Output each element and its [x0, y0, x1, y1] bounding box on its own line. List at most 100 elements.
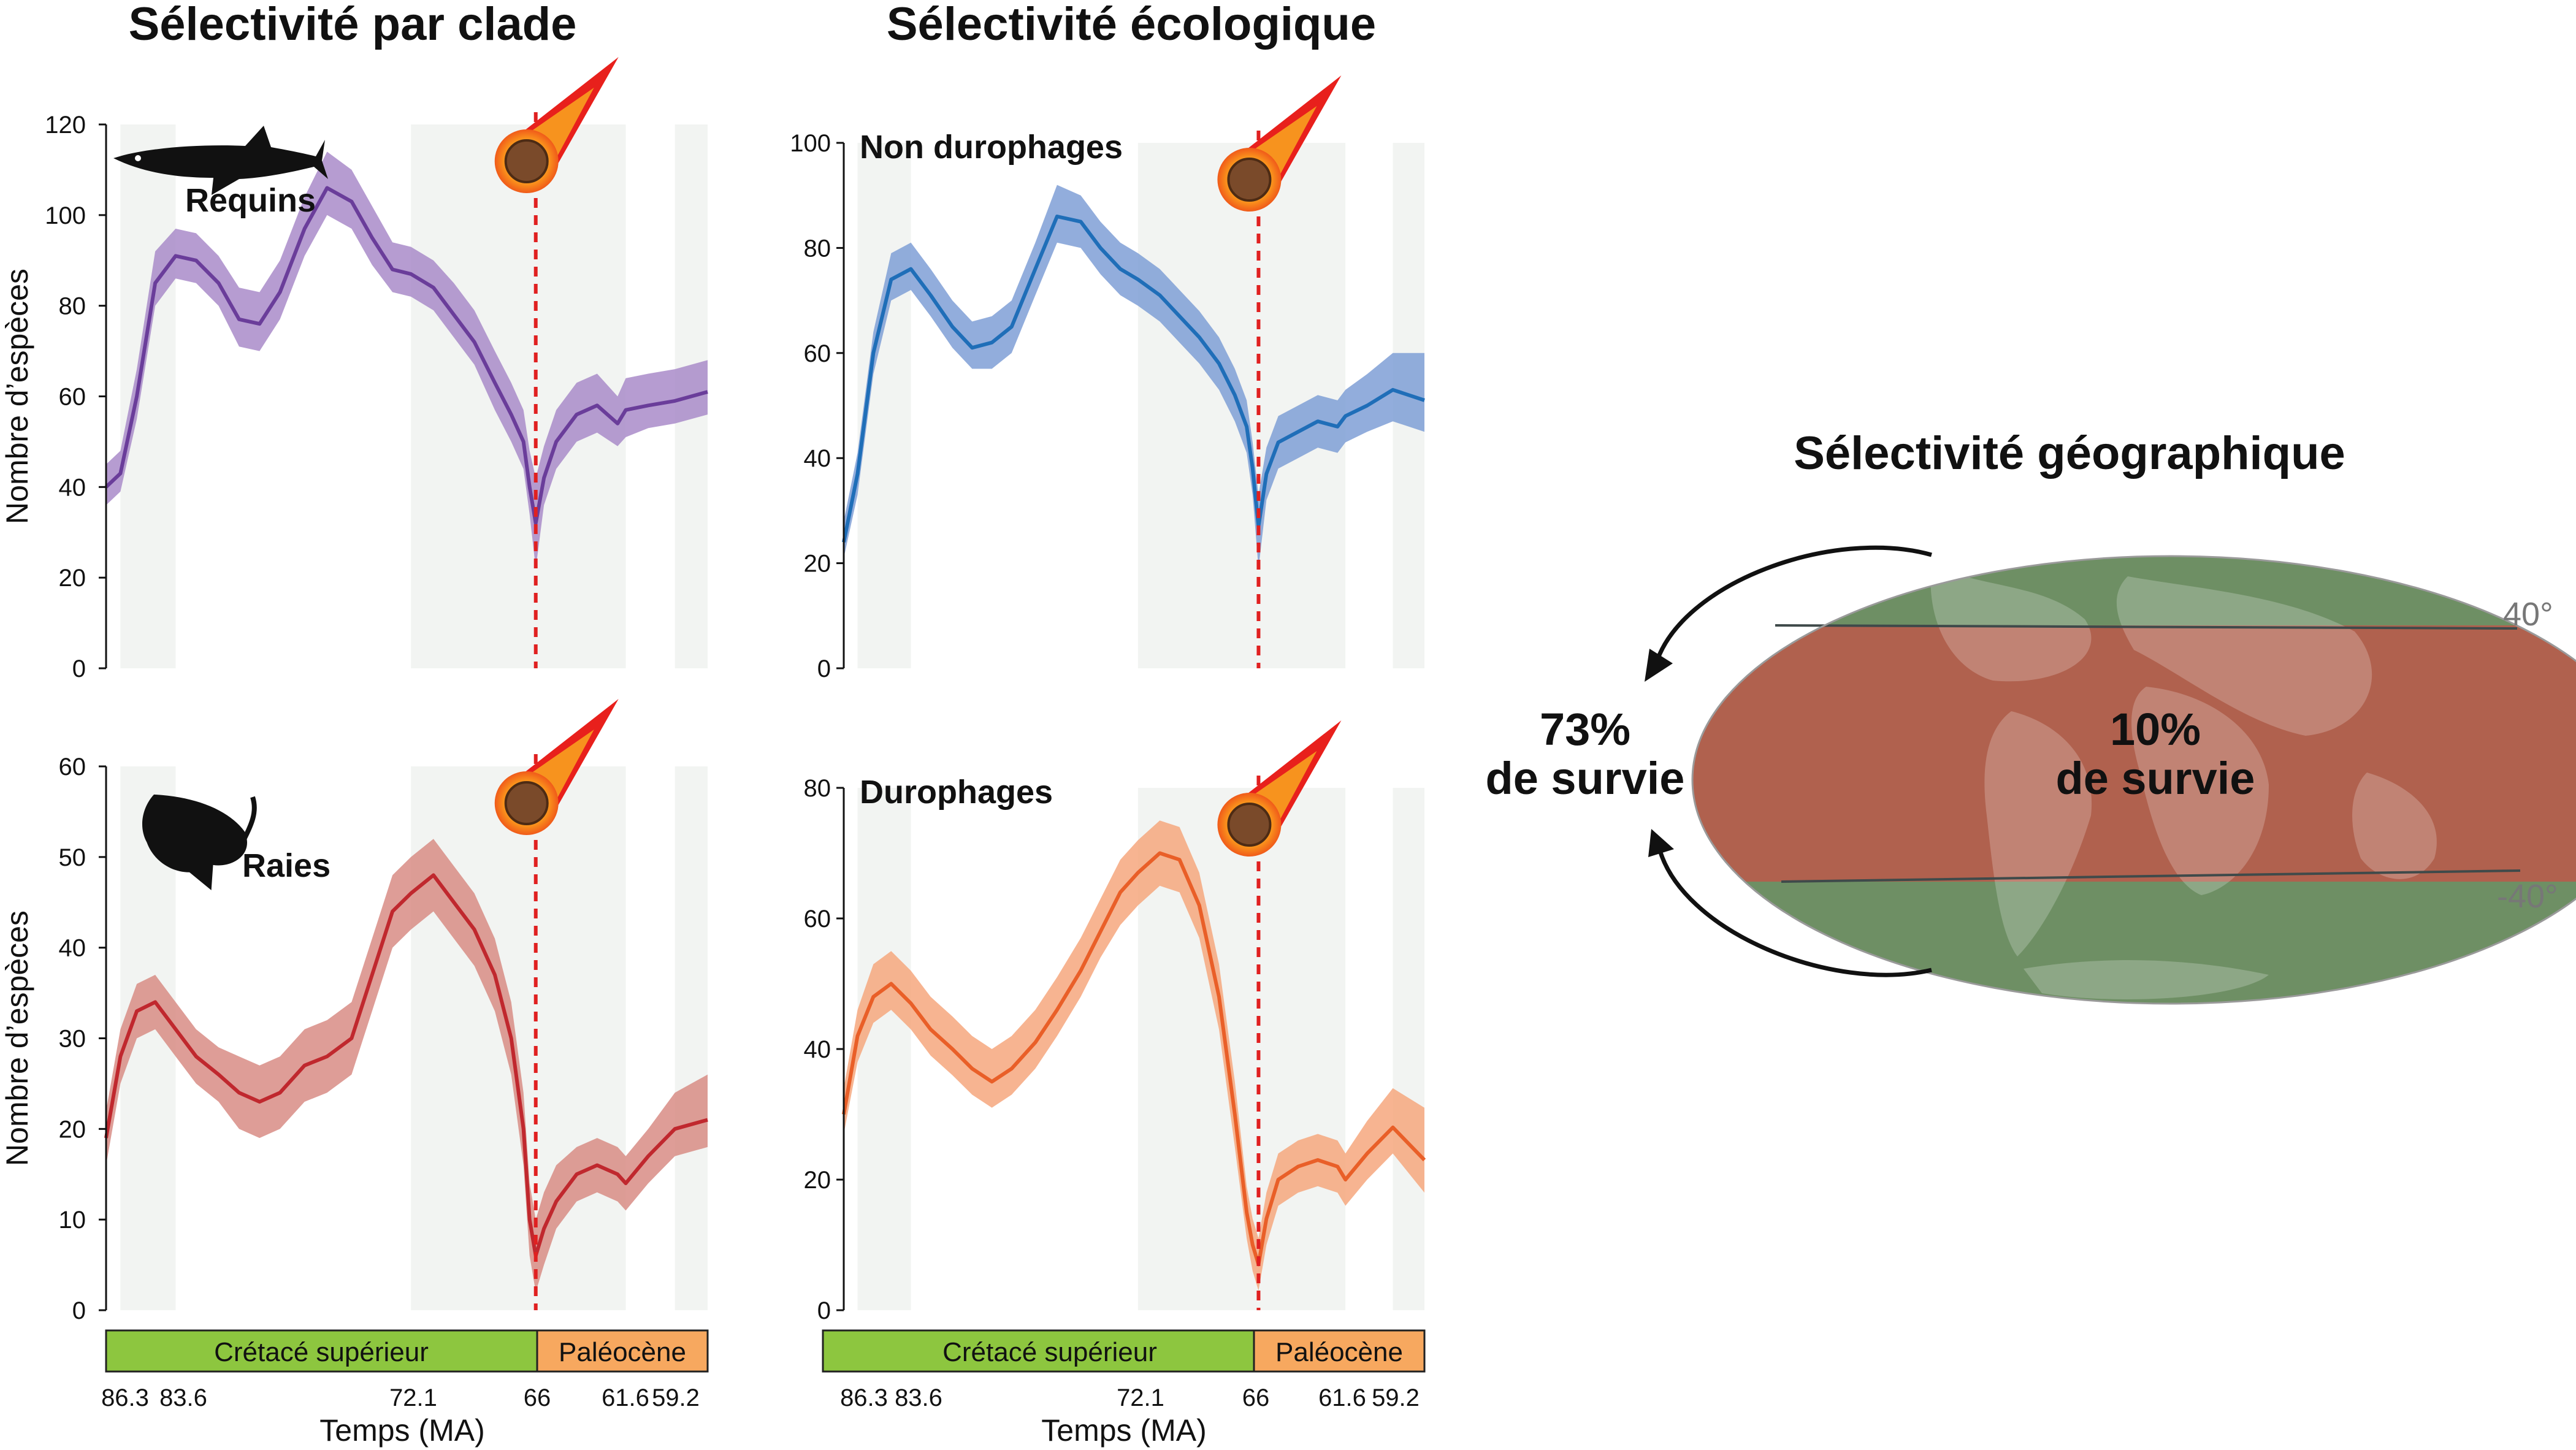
x-tick-61-6: 61.6	[1318, 1384, 1366, 1411]
y-tick-label: 60	[59, 754, 86, 780]
x-tick-61-6: 61.6	[602, 1384, 649, 1411]
x-tick-59-2: 59.2	[1372, 1384, 1420, 1411]
y-tick-label: 20	[59, 1116, 86, 1143]
chart-non-durophages: 0 20 40 60 80 100 Non durophages	[790, 75, 1425, 682]
period-paleocene-label-right: Paléocène	[1275, 1337, 1403, 1367]
arrowhead-south-icon	[1648, 829, 1674, 857]
meteor-icon	[494, 57, 619, 193]
x-tick-83-6: 83.6	[895, 1384, 942, 1411]
y-tick-label: 60	[59, 384, 86, 411]
series-line	[104, 186, 708, 525]
x-tick-86-3: 86.3	[101, 1384, 149, 1411]
x-axis-right: 86.3 83.6 72.1 66 61.6 59.2 Temps (MA)	[840, 1384, 1420, 1448]
y-tick-label: 30	[59, 1026, 86, 1053]
y-axis-title: Nombre d’espèces	[0, 910, 34, 1166]
y-tick-label: 0	[817, 1297, 831, 1324]
title-geography: Sélectivité géographique	[1794, 427, 2345, 479]
y-tick-label: 80	[804, 235, 831, 262]
y-tick-label: 120	[45, 112, 86, 139]
period-cretaceous-left	[105, 1329, 538, 1373]
x-tick-72-1: 72.1	[1117, 1384, 1164, 1411]
x-tick-66: 66	[1242, 1384, 1270, 1411]
meteor-icon	[494, 699, 619, 835]
y-tick-label: 100	[790, 130, 831, 157]
x-tick-86-3: 86.3	[840, 1384, 888, 1411]
series-label-non-durophages: Non durophages	[860, 129, 1123, 166]
arrow-south-icon	[1656, 845, 1932, 977]
chart-rays: 0 10 20 30 40 50 60 Nombre d’espèces Raies	[0, 699, 708, 1324]
y-tick-label: 80	[804, 775, 831, 802]
lat-label-south: -40°	[2497, 878, 2558, 915]
x-tick-72-1: 72.1	[389, 1384, 437, 1411]
title-ecology: Sélectivité écologique	[887, 0, 1376, 50]
shaded-interval	[675, 766, 708, 1310]
shaded-interval	[120, 124, 176, 668]
y-tick-label: 20	[804, 1167, 831, 1194]
tropical-band	[1692, 625, 2576, 882]
y-tick-label: 40	[804, 1036, 831, 1063]
series-label-durophages: Durophages	[860, 774, 1053, 811]
shaded-interval	[1393, 788, 1424, 1310]
lat-line-north	[1775, 624, 2518, 630]
uncertainty-band	[106, 839, 708, 1292]
shaded-interval	[857, 788, 911, 1310]
y-tick-label: 40	[59, 474, 86, 501]
survival-outside-label: de survie	[1486, 753, 1685, 804]
y-tick-label: 60	[804, 906, 831, 933]
y-tick-label: 80	[59, 293, 86, 320]
shaded-interval	[411, 766, 626, 1310]
y-tick-label: 40	[59, 935, 86, 962]
y-tick-label: 10	[59, 1207, 86, 1234]
series-line	[104, 873, 708, 1258]
period-cretaceous-right	[822, 1329, 1255, 1373]
y-tick-label: 50	[59, 844, 86, 871]
continents	[1930, 564, 2437, 999]
meteor-icon	[1217, 720, 1342, 857]
survival-inside-pct: 10%	[2110, 704, 2201, 755]
y-tick-label: 20	[59, 565, 86, 592]
uncertainty-band	[844, 820, 1424, 1291]
y-tick-label: 60	[804, 340, 831, 367]
period-paleocene-left	[536, 1329, 709, 1373]
period-cretaceous-label-left: Crétacé supérieur	[214, 1337, 429, 1367]
period-paleocene-label-left: Paléocène	[559, 1337, 686, 1367]
period-bar-right: Crétacé supérieur Paléocène	[822, 1329, 1426, 1373]
series-label-rays: Raies	[242, 847, 331, 884]
period-cretaceous-label-right: Crétacé supérieur	[942, 1337, 1157, 1367]
globe-outline	[1691, 555, 2576, 1005]
uncertainty-band	[106, 151, 708, 569]
series-line	[842, 851, 1426, 1267]
arrow-north-icon	[1653, 545, 1932, 666]
period-paleocene-right	[1253, 1329, 1426, 1373]
shark-icon	[113, 126, 328, 195]
series-line	[842, 215, 1425, 543]
x-tick-66: 66	[524, 1384, 551, 1411]
chart-durophages: 0 20 40 60 80 Durophages	[804, 720, 1426, 1324]
lat-label-north: 40°	[2503, 596, 2553, 633]
y-tick-label: 0	[72, 655, 86, 682]
survival-outside-pct: 73%	[1540, 704, 1630, 755]
chart-sharks: 0 20 40 60 80 100 120 Nombre d’espèces Requins	[0, 57, 708, 682]
period-bar-left: Crétacé supérieur Paléocène	[105, 1329, 709, 1373]
title-clade: Sélectivité par clade	[129, 0, 577, 50]
y-tick-label: 40	[804, 445, 831, 472]
ray-icon	[142, 794, 257, 890]
y-tick-label: 0	[817, 655, 831, 682]
x-axis-left: 86.3 83.6 72.1 66 61.6 59.2 Temps (MA)	[101, 1384, 700, 1448]
y-tick-label: 100	[45, 202, 86, 229]
x-axis-title-left: Temps (MA)	[319, 1413, 484, 1448]
y-axis-title: Nombre d’espèces	[0, 269, 34, 524]
series-label-sharks: Requins	[185, 182, 316, 219]
geo-map: Sélectivité géographique 40° -40° 73% de…	[1486, 427, 2576, 1005]
y-tick-label: 20	[804, 551, 831, 578]
lat-line-south	[1781, 869, 2521, 883]
x-tick-59-2: 59.2	[652, 1384, 700, 1411]
x-axis-title-right: Temps (MA)	[1041, 1413, 1206, 1448]
uncertainty-band	[844, 185, 1424, 569]
meteor-icon	[1217, 75, 1342, 212]
arrowhead-north-icon	[1645, 649, 1673, 682]
survival-inside-label: de survie	[2056, 753, 2255, 804]
y-tick-label: 0	[72, 1297, 86, 1324]
x-tick-83-6: 83.6	[159, 1384, 207, 1411]
